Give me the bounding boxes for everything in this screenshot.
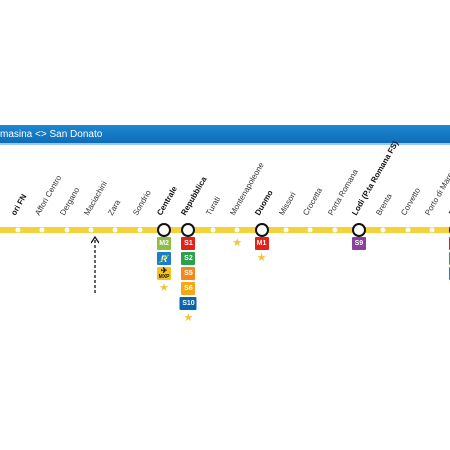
- line-badge-s5[interactable]: S5: [181, 267, 196, 280]
- line-track: [0, 227, 450, 233]
- regional-train-icon[interactable]: R: [157, 252, 172, 265]
- star-icon: ★: [256, 252, 267, 264]
- station-label-porto-di-mare[interactable]: Porto di Mare: [423, 170, 450, 217]
- station-marker-porto-di-mare[interactable]: [429, 227, 435, 233]
- line-badge-s6[interactable]: S6: [181, 282, 196, 295]
- station-marker-sondrio[interactable]: [137, 227, 143, 233]
- station-marker-montenapoleone[interactable]: [234, 227, 240, 233]
- station-label-zara[interactable]: Zara: [106, 198, 123, 217]
- station-label-maciachini[interactable]: Maciachini: [82, 179, 109, 217]
- line-badge-m2[interactable]: M2: [157, 237, 172, 250]
- station-marker-ori-fn[interactable]: [15, 227, 21, 233]
- line-badge-s2[interactable]: S2: [181, 252, 196, 265]
- station-label-brenta[interactable]: Brenta: [374, 192, 395, 217]
- station-marker-duomo[interactable]: [254, 223, 269, 237]
- station-marker-affori-centro[interactable]: [39, 227, 45, 233]
- station-label-sondrio[interactable]: Sondrio: [130, 188, 153, 217]
- line-badge-s9[interactable]: S9: [351, 237, 366, 250]
- station-label-dergano[interactable]: Dergano: [57, 185, 82, 217]
- star-icon: ★: [232, 237, 243, 249]
- line-header-title: masina <> San Donato: [0, 129, 103, 140]
- station-marker-brenta[interactable]: [380, 227, 386, 233]
- station-label-corvetto[interactable]: Corvetto: [398, 186, 422, 217]
- star-icon: ★: [183, 312, 194, 324]
- line-badge-m1[interactable]: M1: [254, 237, 269, 250]
- station-marker-dergano[interactable]: [64, 227, 70, 233]
- star-icon: ★: [159, 282, 170, 294]
- station-marker-corvetto[interactable]: [405, 227, 411, 233]
- station-label-centrale[interactable]: Centrale: [155, 184, 180, 217]
- line-header-bar: masina <> San Donato: [0, 125, 450, 144]
- station-marker-zara[interactable]: [112, 227, 118, 233]
- station-label-missori[interactable]: Missori: [277, 190, 298, 217]
- station-marker-turati[interactable]: [210, 227, 216, 233]
- line-badge-s10[interactable]: S10: [179, 297, 197, 310]
- station-label-crocetta[interactable]: Crocetta: [301, 186, 325, 217]
- up-arrow-icon: [91, 236, 99, 294]
- header-divider: [0, 143, 450, 145]
- station-marker-maciachini[interactable]: [88, 227, 94, 233]
- station-label-ori-fn[interactable]: ori FN: [9, 192, 29, 217]
- station-marker-porta-romana[interactable]: [332, 227, 338, 233]
- station-marker-repubblica[interactable]: [181, 223, 196, 237]
- station-label-duomo[interactable]: Duomo: [252, 188, 275, 217]
- station-marker-centrale[interactable]: [157, 223, 172, 237]
- station-marker-lodi-p-ta-romana-fs[interactable]: [351, 223, 366, 237]
- station-marker-crocetta[interactable]: [307, 227, 313, 233]
- line-badge-s1[interactable]: S1: [181, 237, 196, 250]
- airport-mxp-icon[interactable]: ✈ MXP: [157, 266, 172, 280]
- station-label-lodi-p-ta-romana-fs[interactable]: Lodi (P.ta Romana FS): [350, 139, 401, 217]
- station-label-turati[interactable]: Turati: [204, 195, 222, 217]
- station-marker-missori[interactable]: [283, 227, 289, 233]
